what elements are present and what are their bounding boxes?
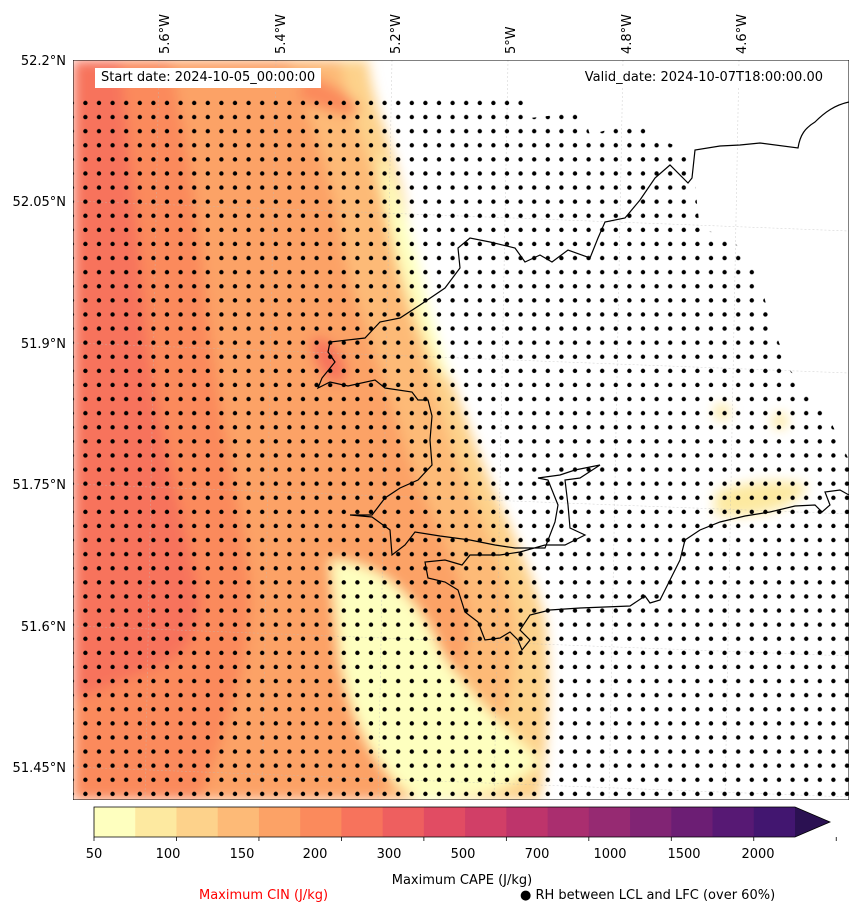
lon-tick: 5.4°W: [274, 14, 289, 54]
colorbar-segment: [753, 807, 796, 837]
colorbar-outline: [93, 806, 832, 838]
colorbar-tick-label: 200: [303, 847, 328, 862]
colorbar-tick-label: 150: [230, 847, 255, 862]
map-plot-area: [73, 60, 849, 800]
colorbar-ticks: [93, 837, 837, 841]
rh-legend: ● RH between LCL and LFC (over 60%): [520, 888, 775, 903]
start-date-label: Start date: 2024-10-05_00:00:00: [95, 68, 322, 88]
lat-tick: 51.9°N: [21, 337, 66, 352]
colorbar-tick-label: 100: [156, 847, 181, 862]
rh-stipple: [73, 95, 849, 800]
colorbar-tick-label: 500: [451, 847, 476, 862]
cape-colorbar: 50 100 150 200 300 500 700 1000 1500 200…: [86, 806, 837, 888]
lon-tick: 5°W: [504, 26, 519, 54]
colorbar-segment: [176, 807, 219, 837]
rh-legend-label: RH between LCL and LFC (over 60%): [535, 888, 776, 903]
lon-tick: 4.6°W: [735, 14, 750, 54]
colorbar-segment: [382, 807, 425, 837]
lon-tick: 5.6°W: [158, 14, 173, 54]
colorbar-segment: [94, 807, 136, 837]
latitude-tick-labels: 52.2°N 52.05°N 51.9°N 51.75°N 51.6°N 51.…: [13, 54, 66, 776]
colorbar-segment: [423, 807, 466, 837]
colorbar-segment: [258, 807, 301, 837]
colorbar-segment: [630, 807, 672, 837]
lat-tick: 51.6°N: [21, 620, 66, 635]
lat-tick: 52.2°N: [21, 54, 66, 69]
colorbar-segment: [135, 807, 177, 837]
colorbar-title: Maximum CAPE (J/kg): [392, 873, 532, 888]
colorbar-segment: [547, 807, 590, 837]
colorbar-segment: [588, 807, 631, 837]
colorbar-tick-label: 1500: [667, 847, 700, 862]
colorbar-segment: [217, 807, 260, 837]
cin-legend-label: Maximum CIN (J/kg): [199, 888, 329, 903]
lat-tick: 51.75°N: [13, 478, 66, 493]
longitude-tick-labels: 5.6°W 5.4°W 5.2°W 5°W 4.8°W 4.6°W: [158, 14, 750, 54]
colorbar-segment: [671, 807, 714, 837]
colorbar-tick-label: 700: [525, 847, 550, 862]
colorbar-segments: [94, 807, 830, 837]
lat-tick: 52.05°N: [13, 195, 66, 210]
coastline: [316, 101, 849, 652]
colorbar-tick-label: 2000: [741, 847, 774, 862]
colorbar-segment: [506, 807, 549, 837]
colorbar-segment: [712, 807, 755, 837]
lon-tick: 4.8°W: [620, 14, 635, 54]
colorbar-tick-label: 1000: [593, 847, 626, 862]
colorbar-tick-label: 50: [86, 847, 103, 862]
colorbar-segment: [465, 807, 507, 837]
valid-date-label: Valid_date: 2024-10-07T18:00:00.00: [578, 68, 829, 88]
colorbar-segment: [341, 807, 384, 837]
lat-tick: 51.45°N: [13, 761, 66, 776]
rh-dot-icon: ●: [520, 888, 532, 903]
colorbar-tick-labels: 50 100 150 200 300 500 700 1000 1500 200…: [86, 847, 775, 862]
colorbar-extend-arrow: [795, 807, 830, 837]
colorbar-segment: [300, 807, 342, 837]
lon-tick: 5.2°W: [389, 14, 404, 54]
colorbar-tick-label: 300: [377, 847, 402, 862]
